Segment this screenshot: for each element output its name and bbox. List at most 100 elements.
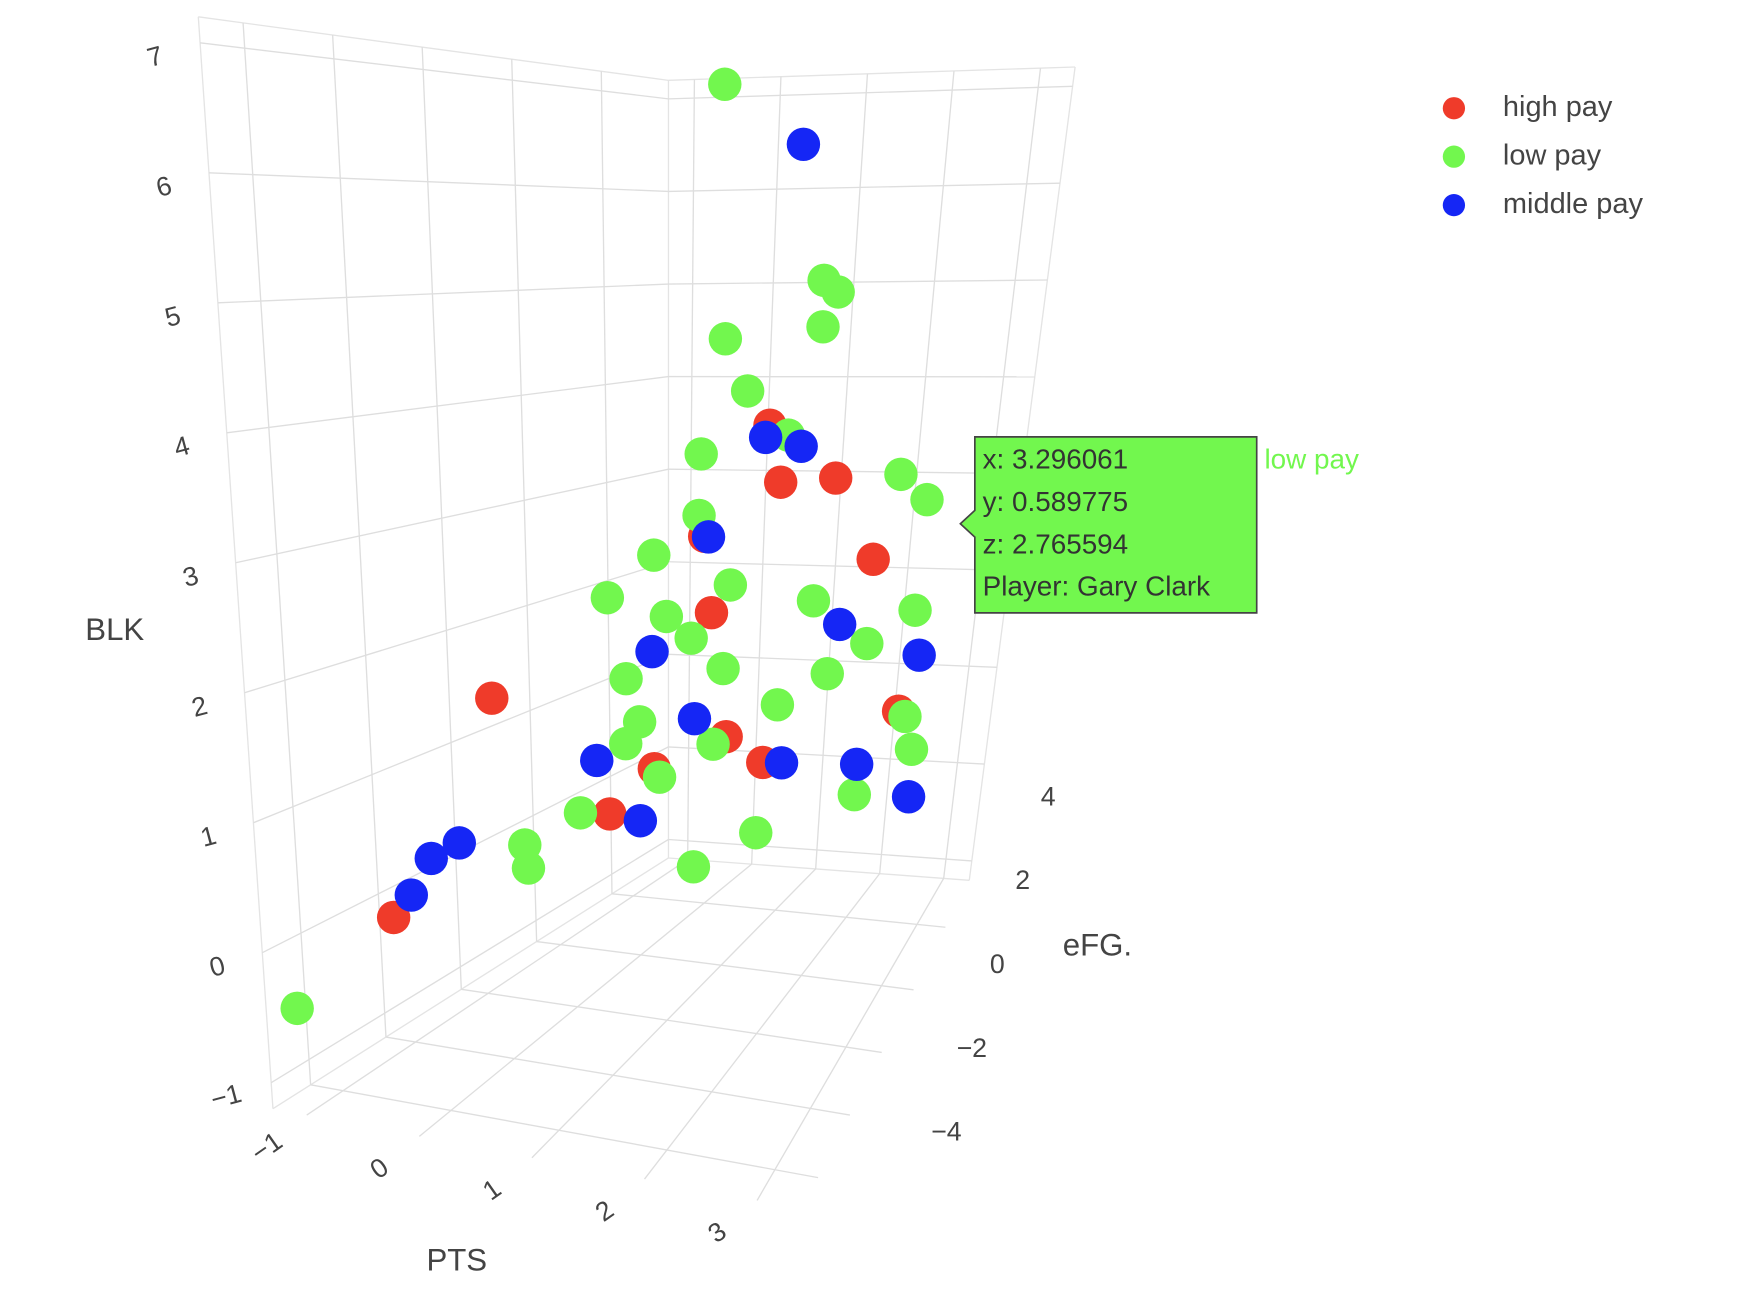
hover-box	[959, 436, 1258, 614]
grid-line	[200, 42, 669, 100]
grid-line	[270, 838, 669, 1084]
point	[910, 482, 944, 517]
grid-line	[310, 1084, 819, 1179]
point	[764, 746, 799, 780]
hover-line: z: 2.765594	[983, 528, 1129, 559]
point	[394, 878, 429, 912]
x-tick-label: 0	[365, 1152, 394, 1185]
point	[676, 850, 711, 884]
point	[694, 595, 729, 630]
grid-line	[668, 279, 1048, 285]
point	[713, 568, 748, 602]
grid-line	[668, 838, 972, 862]
point	[696, 727, 730, 761]
point	[609, 661, 643, 696]
y-tick-label: 0	[990, 949, 1005, 979]
legend-label[interactable]: high pay	[1503, 91, 1613, 123]
grid-line	[208, 172, 669, 193]
point	[511, 851, 546, 885]
point	[894, 732, 929, 766]
point	[730, 374, 765, 408]
z-tick-label: 7	[144, 40, 166, 73]
point	[822, 607, 857, 642]
legend-marker[interactable]	[1442, 193, 1466, 217]
point	[708, 67, 742, 101]
x-tick-label: 1	[477, 1173, 506, 1206]
grid-line	[235, 468, 669, 564]
point	[635, 634, 669, 669]
point	[839, 747, 874, 782]
z-tick-label: 3	[180, 560, 202, 593]
legend-label[interactable]: middle pay	[1503, 188, 1644, 220]
grid-line	[536, 940, 914, 991]
box-edge	[668, 857, 970, 881]
point	[684, 437, 718, 471]
point	[677, 702, 712, 736]
hover-series-name: low pay	[1265, 444, 1359, 475]
x-axis-title: PTS	[426, 1243, 487, 1278]
y-tick-label: −4	[931, 1117, 962, 1147]
point	[674, 621, 708, 655]
point	[810, 656, 844, 691]
y-tick-label: 4	[1041, 781, 1056, 811]
point	[623, 804, 658, 838]
point	[622, 705, 657, 739]
hover-label: x: 3.296061 y: 0.589775 z: 2.765594 Play…	[959, 436, 1359, 614]
y-tick-label: −2	[957, 1033, 987, 1063]
hover-line: x: 3.296061	[983, 444, 1129, 475]
point	[414, 841, 448, 876]
point	[760, 688, 795, 722]
z-tick-label: 0	[206, 950, 228, 983]
point	[884, 457, 918, 492]
y-tick-label: 2	[1015, 865, 1030, 895]
point	[821, 275, 855, 309]
points	[280, 67, 944, 1026]
point	[891, 780, 926, 814]
point	[706, 651, 740, 686]
legend-marker[interactable]	[1442, 97, 1466, 120]
grid-line	[756, 878, 945, 1201]
grid-line	[253, 653, 669, 824]
legend: high pay low pay middle pay	[1442, 91, 1644, 220]
grid-line	[418, 863, 753, 1137]
legend-label[interactable]: low pay	[1503, 139, 1602, 171]
x-tick-label: 2	[590, 1194, 619, 1227]
point	[691, 520, 726, 554]
grid-line	[668, 182, 1061, 193]
point	[475, 681, 509, 715]
grid-line	[385, 1036, 851, 1116]
point	[796, 584, 831, 618]
grid-line	[244, 561, 669, 694]
point	[642, 760, 677, 794]
point	[590, 581, 625, 615]
z-tick-label: −1	[208, 1078, 245, 1115]
grid-line	[643, 873, 881, 1180]
y-axis-title: eFG.	[1063, 927, 1132, 962]
point	[739, 816, 773, 850]
grid-line	[217, 283, 669, 304]
grid-line	[668, 561, 1010, 572]
grid-line	[461, 988, 882, 1054]
point	[708, 322, 743, 356]
x-tick-label: −1	[246, 1126, 288, 1168]
x-tick-label: 3	[702, 1216, 731, 1249]
box-edge	[198, 16, 669, 82]
z-tick-label: 2	[188, 690, 210, 723]
point	[637, 538, 671, 572]
point	[649, 599, 684, 634]
point	[748, 420, 783, 455]
box-edge	[272, 857, 669, 1110]
grid-line	[531, 868, 817, 1159]
z-axis-title: BLK	[85, 612, 144, 647]
point	[763, 465, 798, 499]
grid-line	[611, 893, 946, 928]
point	[280, 991, 314, 1026]
point	[818, 461, 853, 495]
point	[888, 699, 922, 734]
z-tick-label: 4	[171, 430, 193, 463]
point	[902, 638, 936, 672]
legend-marker[interactable]	[1442, 145, 1466, 168]
point	[898, 593, 932, 627]
point	[580, 743, 614, 778]
